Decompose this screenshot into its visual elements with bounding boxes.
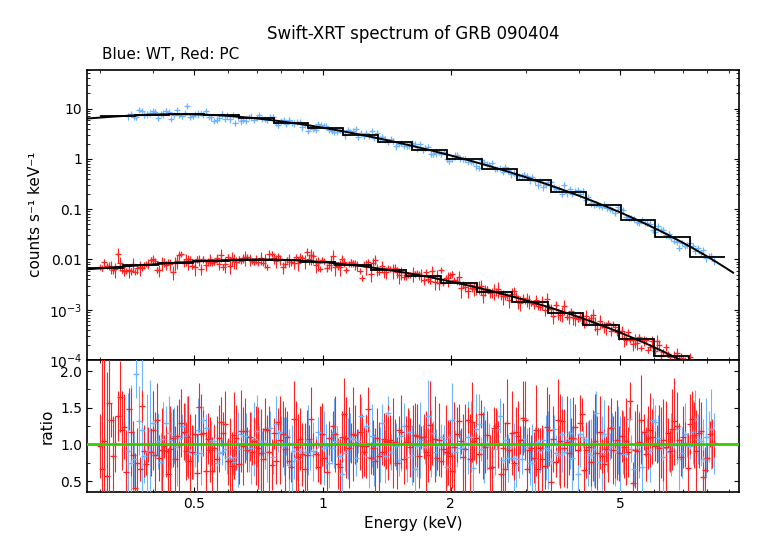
Text: Blue: WT, Red: PC: Blue: WT, Red: PC — [102, 47, 240, 62]
Y-axis label: ratio: ratio — [39, 408, 55, 444]
Text: Swift-XRT spectrum of GRB 090404: Swift-XRT spectrum of GRB 090404 — [267, 25, 559, 43]
X-axis label: Energy (keV): Energy (keV) — [364, 517, 462, 532]
Y-axis label: counts s⁻¹ keV⁻¹: counts s⁻¹ keV⁻¹ — [28, 152, 43, 277]
